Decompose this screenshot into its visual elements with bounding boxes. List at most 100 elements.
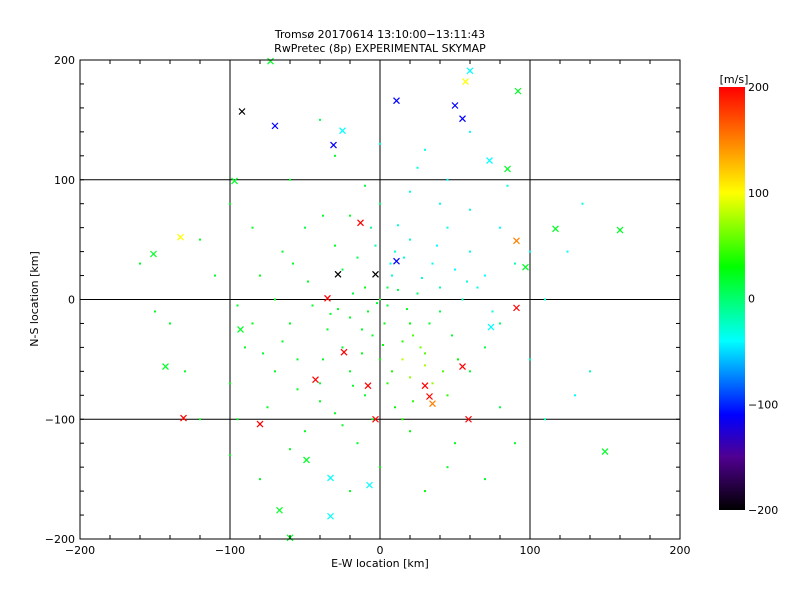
dot-marker: [439, 286, 441, 289]
dot-marker: [371, 418, 374, 421]
dot-marker: [454, 268, 456, 271]
dot-marker: [409, 190, 411, 193]
cross-stroke: [466, 67, 474, 75]
cross-marker: [364, 382, 372, 390]
dot-marker: [544, 418, 546, 421]
dot-marker: [379, 358, 381, 361]
cross-stroke: [271, 122, 279, 130]
cross-stroke: [276, 506, 283, 514]
dot-marker: [506, 184, 509, 187]
dot-marker: [401, 418, 404, 421]
dot-marker: [289, 322, 291, 325]
dot-marker: [379, 202, 381, 205]
dot-marker: [326, 328, 329, 331]
dot-marker: [364, 184, 366, 187]
cross-marker: [267, 57, 274, 65]
cross-marker: [180, 414, 187, 422]
dot-marker: [457, 358, 459, 361]
dot-marker: [307, 280, 309, 283]
cross-stroke: [451, 102, 459, 109]
dot-marker: [529, 358, 531, 361]
dot-marker: [476, 286, 479, 289]
cross-stroke: [522, 263, 529, 271]
dot-marker: [431, 382, 434, 385]
y-axis-label: N-S location [km]: [28, 251, 41, 347]
dot-marker: [574, 394, 576, 397]
dot-marker: [304, 430, 306, 433]
dot-marker: [484, 478, 486, 481]
cross-stroke: [267, 57, 274, 65]
cross-stroke: [150, 250, 157, 258]
dot-marker: [514, 262, 516, 265]
dot-marker: [364, 286, 366, 289]
dot-marker: [424, 364, 426, 367]
dot-marker: [199, 238, 201, 241]
cross-stroke: [256, 420, 264, 428]
dot-marker: [499, 322, 501, 325]
dot-marker: [386, 286, 389, 289]
dot-marker: [337, 308, 339, 311]
cross-marker: [303, 456, 310, 464]
cross-stroke: [372, 270, 379, 278]
colorbar-label: [m/s]: [720, 73, 749, 86]
dot-marker: [379, 298, 381, 301]
y-tick-label: −100: [45, 413, 75, 426]
dot-marker: [491, 310, 494, 313]
dot-marker: [296, 358, 299, 361]
cross-marker: [486, 157, 493, 165]
cross-stroke: [459, 115, 466, 123]
cross-marker: [162, 363, 169, 370]
cross-stroke: [514, 87, 522, 95]
y-tick-label: 100: [54, 174, 75, 187]
dot-marker: [379, 142, 381, 145]
cross-marker: [334, 270, 342, 278]
dot-marker: [529, 250, 531, 253]
dot-marker: [409, 376, 411, 379]
dot-marker: [499, 226, 501, 229]
dot-marker: [469, 250, 471, 253]
dot-marker: [406, 308, 408, 311]
dot-marker: [436, 244, 438, 247]
chart-title: Tromsø 20170614 13:10:00−13:11:43: [274, 28, 485, 41]
cross-marker: [466, 67, 474, 75]
dot-marker: [412, 400, 414, 403]
cross-marker: [372, 415, 379, 423]
dot-marker: [274, 298, 276, 301]
cross-marker: [327, 512, 334, 520]
dot-marker: [589, 370, 591, 373]
cross-marker: [552, 225, 559, 233]
dot-marker: [361, 328, 363, 331]
cross-stroke: [162, 363, 169, 370]
y-tick-label: 0: [68, 294, 75, 307]
cross-marker: [513, 304, 520, 312]
dot-marker: [251, 322, 254, 325]
dot-marker: [259, 274, 261, 277]
colorbar-tick-label: 200: [748, 81, 769, 94]
dot-marker: [322, 214, 324, 217]
cross-stroke: [504, 165, 511, 173]
dot-marker: [266, 406, 269, 409]
dot-marker: [319, 400, 321, 403]
colorbar-tick-label: −100: [748, 398, 778, 411]
cross-stroke: [364, 382, 372, 390]
dot-marker: [376, 302, 378, 305]
cross-stroke: [426, 393, 433, 400]
dot-marker: [311, 304, 314, 307]
cross-marker: [324, 294, 331, 302]
cross-stroke: [180, 414, 187, 422]
cross-marker: [616, 226, 624, 234]
dot-marker: [349, 490, 351, 493]
cross-stroke: [486, 157, 493, 165]
dot-marker: [544, 298, 546, 301]
dot-marker: [169, 322, 171, 325]
cross-marker: [451, 102, 459, 109]
dot-marker: [409, 430, 411, 433]
dot-marker: [334, 244, 336, 247]
dot-marker: [262, 352, 264, 355]
cross-marker: [330, 141, 337, 149]
dot-marker: [304, 226, 306, 229]
dot-marker: [334, 412, 336, 415]
dot-marker: [391, 370, 393, 373]
dot-marker: [251, 226, 254, 229]
dot-marker: [319, 118, 321, 121]
